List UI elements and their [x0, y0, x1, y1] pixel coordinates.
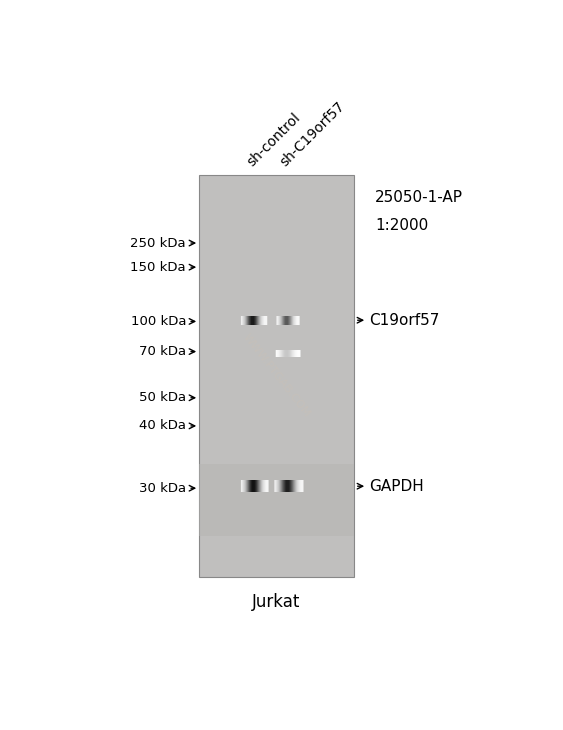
Text: Jurkat: Jurkat — [252, 593, 301, 611]
Text: 30 kDa: 30 kDa — [139, 482, 186, 495]
Text: 70 kDa: 70 kDa — [139, 345, 186, 358]
Bar — [199, 464, 354, 537]
Text: sh-C19orf57: sh-C19orf57 — [278, 99, 347, 169]
Text: 100 kDa: 100 kDa — [131, 315, 186, 328]
Text: 50 kDa: 50 kDa — [139, 391, 186, 404]
Text: WWW.PTGAB.COM: WWW.PTGAB.COM — [241, 332, 312, 419]
Text: 250 kDa: 250 kDa — [131, 237, 186, 250]
Text: 1:2000: 1:2000 — [375, 218, 428, 233]
Bar — [199, 174, 354, 577]
Text: C19orf57: C19orf57 — [369, 312, 440, 328]
Text: 150 kDa: 150 kDa — [131, 261, 186, 274]
Text: GAPDH: GAPDH — [369, 479, 424, 493]
Text: sh-control: sh-control — [245, 110, 303, 169]
Text: 25050-1-AP: 25050-1-AP — [375, 190, 463, 204]
Text: 40 kDa: 40 kDa — [139, 420, 186, 432]
